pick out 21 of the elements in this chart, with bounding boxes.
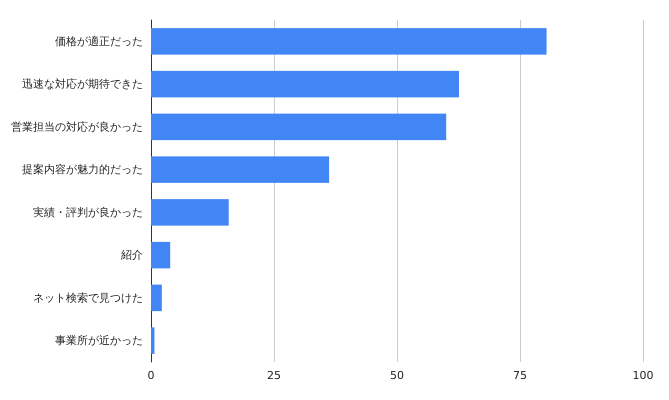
bar	[151, 156, 330, 183]
y-tick-label: 紹介	[120, 248, 143, 262]
x-tick-label: 25	[267, 369, 281, 382]
x-tick-label: 100	[632, 369, 654, 382]
x-tick-label: 0	[148, 369, 154, 382]
bar	[151, 28, 547, 55]
bar	[151, 199, 229, 226]
bar	[151, 242, 170, 268]
y-tick-label: ネット検索で見つけた	[33, 291, 143, 304]
y-tick-label: 事業所が近かった	[55, 334, 143, 348]
y-tick-label: 提案内容が魅力的だった	[22, 163, 143, 176]
y-tick-label: 迅速な対応が期待できた	[22, 78, 143, 91]
bar	[151, 70, 459, 98]
bar	[151, 284, 162, 312]
bar	[151, 114, 446, 140]
bar	[151, 327, 154, 354]
x-tick-label: 75	[513, 369, 527, 382]
y-tick-label: 価格が適正だった	[55, 34, 143, 48]
y-tick-label: 営業担当の対応が良かった	[11, 120, 143, 134]
x-tick-label: 50	[390, 369, 404, 382]
y-tick-label: 実績・評判が良かった	[33, 206, 143, 219]
